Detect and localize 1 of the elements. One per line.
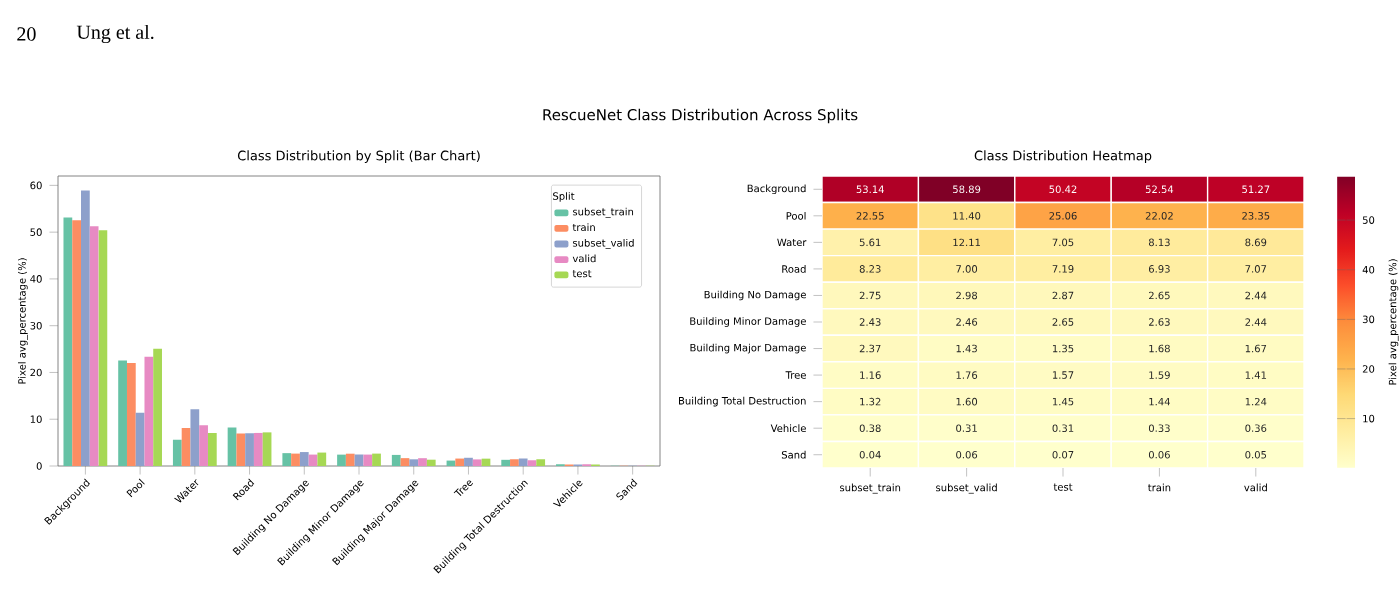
text: Ung et al. bbox=[76, 24, 154, 44]
